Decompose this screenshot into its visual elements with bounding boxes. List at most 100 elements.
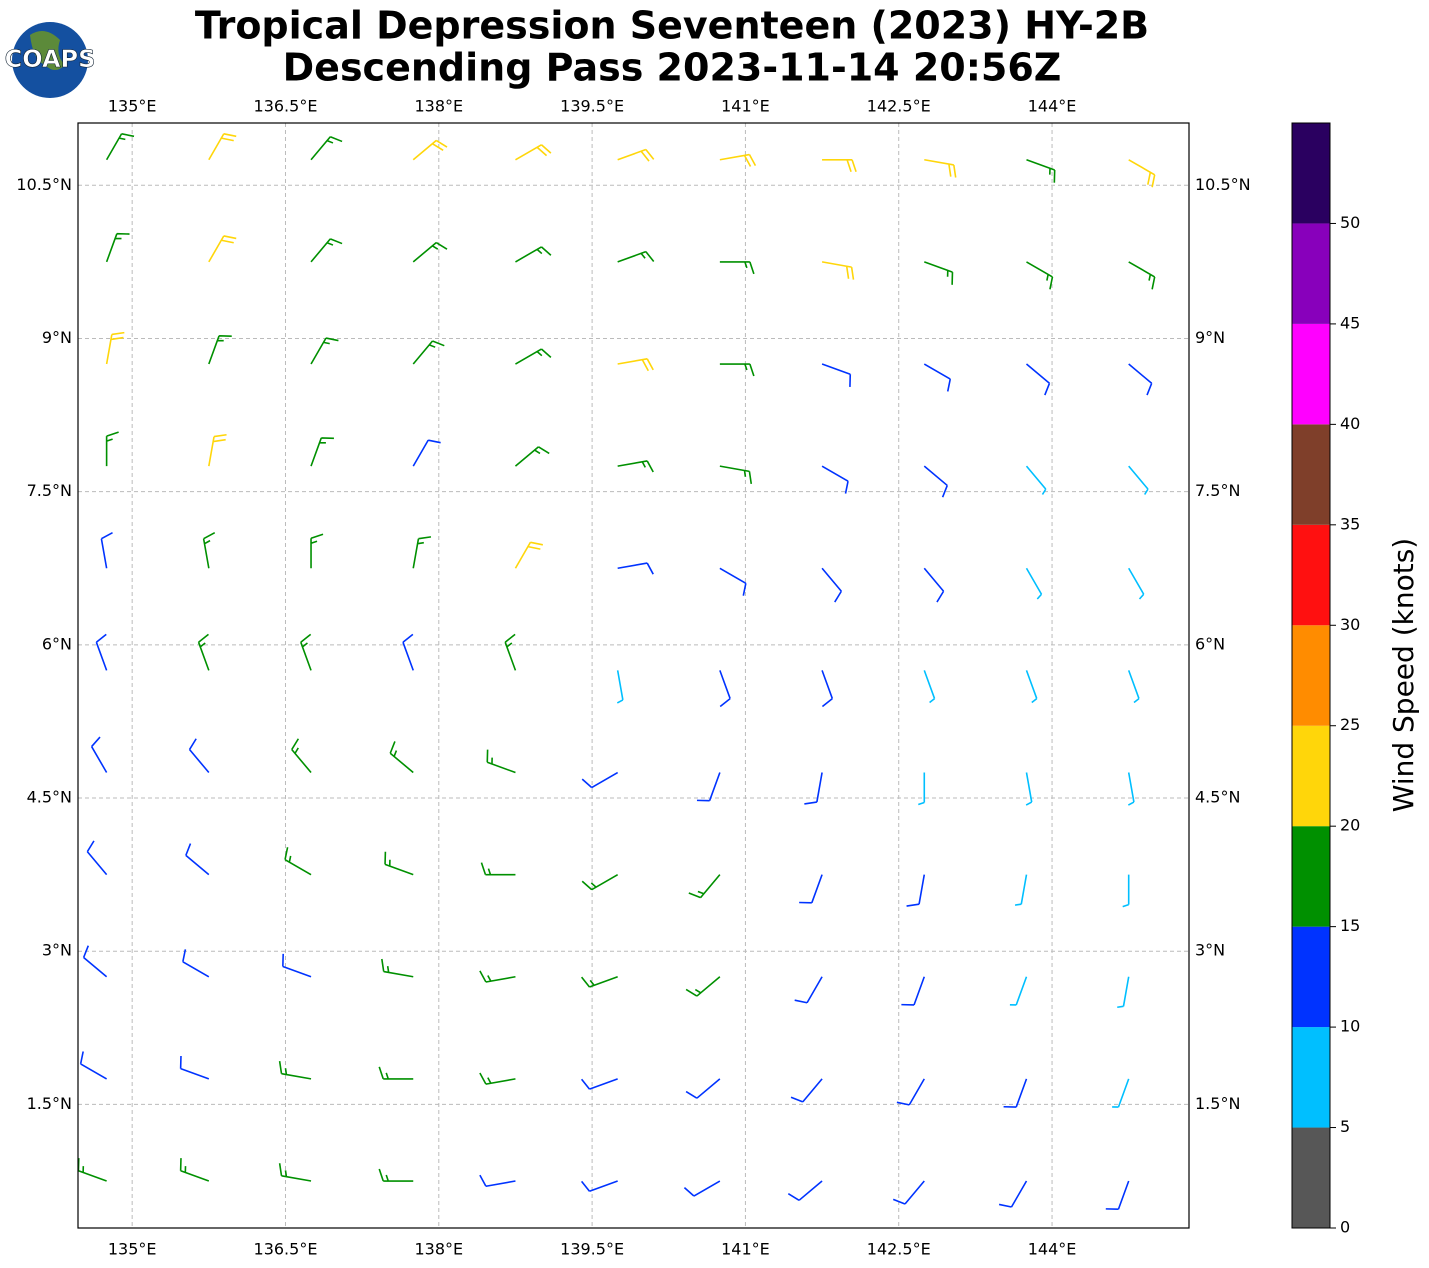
colorbar-tick-label: 45 bbox=[1340, 313, 1360, 332]
wind-barb bbox=[1112, 1078, 1130, 1108]
colorbar-label: Wind Speed (knots) bbox=[1387, 538, 1420, 812]
x-tick-label-top: 138°E bbox=[414, 97, 463, 116]
wind-barb bbox=[918, 772, 926, 806]
x-tick-label: 135°E bbox=[108, 1240, 157, 1259]
wind-barb bbox=[1128, 159, 1156, 188]
wind-barb bbox=[90, 736, 108, 773]
wind-barb bbox=[719, 363, 755, 377]
wind-barb bbox=[188, 738, 210, 774]
chart-title: Tropical Depression Seventeen (2023) HY-… bbox=[195, 4, 1149, 48]
wind-barb bbox=[182, 949, 210, 978]
colorbar-tick-label: 10 bbox=[1340, 1017, 1360, 1036]
wind-barb bbox=[617, 460, 654, 473]
wind-barb bbox=[412, 536, 432, 569]
y-tick-label-right: 7.5°N bbox=[1195, 481, 1240, 500]
wind-barb bbox=[923, 670, 936, 704]
wind-barb bbox=[998, 1180, 1028, 1208]
wind-barb bbox=[514, 446, 550, 467]
wind-barb bbox=[412, 340, 445, 365]
logo-land bbox=[30, 31, 65, 70]
wind-barb bbox=[719, 670, 731, 708]
wind-barb bbox=[389, 741, 414, 774]
colorbar-segment bbox=[1292, 424, 1330, 525]
colorbar-tick-label: 35 bbox=[1340, 514, 1360, 533]
wind-barb bbox=[412, 439, 441, 467]
wind-barb bbox=[617, 562, 654, 575]
wind-barb bbox=[1025, 465, 1047, 495]
logo: COAPS bbox=[4, 22, 96, 98]
wind-barb bbox=[1014, 874, 1028, 906]
wind-barb bbox=[480, 862, 516, 876]
wind-barb bbox=[683, 1180, 721, 1197]
wind-barb bbox=[1127, 772, 1135, 806]
wind-barb bbox=[1009, 976, 1028, 1006]
wind-barb bbox=[719, 567, 747, 596]
wind-barb bbox=[822, 158, 857, 173]
wind-barb bbox=[719, 465, 753, 484]
wind-barb bbox=[696, 772, 721, 802]
wind-barb bbox=[378, 1066, 414, 1080]
wind-barb bbox=[278, 1061, 312, 1080]
y-tick-label-right: 4.5°N bbox=[1195, 788, 1240, 807]
wind-barb bbox=[685, 976, 721, 997]
colorbar-segment bbox=[1292, 1027, 1330, 1128]
wind-barb bbox=[208, 433, 227, 467]
wind-barb bbox=[581, 771, 619, 789]
colorbar-segment bbox=[1292, 1127, 1330, 1228]
wind-barb bbox=[310, 337, 339, 365]
wind-barb bbox=[202, 531, 216, 569]
wind-barb bbox=[821, 670, 834, 708]
wind-barb bbox=[617, 148, 655, 162]
wind-barb bbox=[1025, 772, 1033, 806]
wind-barb bbox=[105, 331, 125, 365]
wind-barb bbox=[278, 1163, 312, 1182]
wind-barb bbox=[924, 158, 957, 178]
wind-barb bbox=[514, 541, 544, 569]
wind-barb bbox=[86, 840, 108, 876]
x-tick-label: 142.5°E bbox=[867, 1240, 931, 1259]
wind-barb bbox=[685, 1078, 721, 1099]
colorbar-segment bbox=[1292, 625, 1330, 726]
x-tick-label: 139.5°E bbox=[560, 1240, 624, 1259]
x-tick-label-top: 139.5°E bbox=[560, 97, 624, 116]
y-tick-label-right: 1.5°N bbox=[1195, 1094, 1240, 1113]
colorbar-segment bbox=[1292, 725, 1330, 827]
wind-barb bbox=[381, 958, 414, 978]
x-tick-label-top: 141°E bbox=[721, 97, 770, 116]
wind-barb bbox=[821, 261, 855, 280]
wind-barb bbox=[284, 847, 312, 876]
x-tick-label-top: 135°E bbox=[108, 97, 157, 116]
wind-barb bbox=[95, 633, 108, 671]
wind-barb bbox=[412, 139, 448, 161]
wind-barb bbox=[1128, 465, 1149, 495]
wind-barb bbox=[179, 1158, 210, 1182]
wind-barb bbox=[1122, 874, 1130, 908]
wind-barb bbox=[906, 874, 926, 907]
plot-frame bbox=[77, 122, 1190, 1229]
chart-subtitle: Descending Pass 2023-11-14 20:56Z bbox=[283, 46, 1062, 90]
wind-barb bbox=[282, 953, 312, 978]
wind-barb bbox=[1026, 261, 1054, 290]
y-tick-label: 10.5°N bbox=[16, 175, 72, 194]
wind-barb bbox=[617, 358, 654, 372]
wind-barb bbox=[384, 851, 414, 876]
wind-barb bbox=[794, 976, 823, 1004]
x-tick-label: 138°E bbox=[414, 1240, 463, 1259]
y-tick-label: 9°N bbox=[42, 328, 72, 347]
wind-barb bbox=[1105, 1180, 1130, 1211]
logo-text: COAPS bbox=[5, 45, 96, 73]
wind-barb bbox=[1025, 670, 1038, 704]
wind-barb bbox=[504, 633, 517, 671]
colorbar-segment bbox=[1292, 123, 1330, 224]
colorbar-tick-label: 20 bbox=[1340, 816, 1360, 835]
wind-barb bbox=[1128, 261, 1156, 290]
wind-barb bbox=[719, 261, 755, 275]
wind-barb bbox=[208, 335, 232, 365]
colorbar-tick-label: 0 bbox=[1340, 1218, 1350, 1237]
colorbar-tick-label: 30 bbox=[1340, 615, 1360, 634]
wind-barb bbox=[924, 261, 954, 285]
colorbar-segment bbox=[1292, 826, 1330, 927]
colorbar-tick-label: 5 bbox=[1340, 1117, 1350, 1136]
wind-barb bbox=[1117, 976, 1130, 1009]
